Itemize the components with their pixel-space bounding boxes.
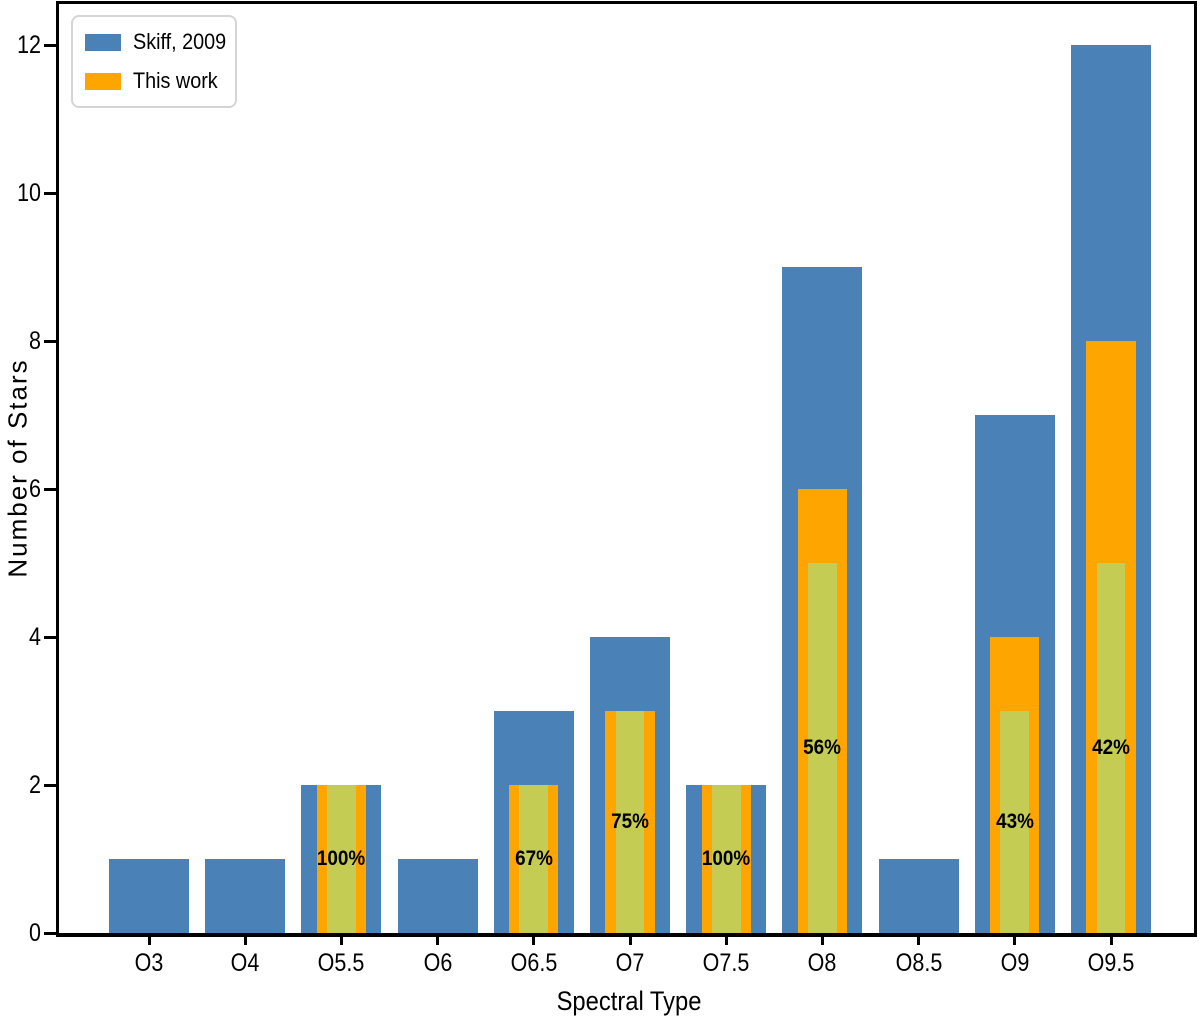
bar-inner-highlight-o5.5 [326,785,356,933]
y-tick [44,43,56,47]
x-tick-label: O7 [615,949,645,977]
right-spine [1194,1,1197,937]
x-tick-label: O8 [808,949,837,977]
x-tick-label: O5.5 [318,949,365,977]
bar-inner-highlight-o7 [615,711,645,933]
x-axis-title: Spectral Type [556,986,702,1016]
x-tick-label: O3 [134,949,164,977]
legend-label: This work [133,68,218,93]
percent-label-o7.5: 100% [702,847,751,870]
legend-swatch-skiff-2009 [85,33,121,51]
bar-skiff-2009-o8.5 [878,859,959,933]
percent-label-o9: 43% [995,810,1034,833]
x-tick [1013,934,1017,945]
y-tick-label: 8 [29,327,41,355]
percent-label-o8: 56% [803,736,842,759]
y-axis-title: Number of Stars [2,358,33,578]
y-tick [44,635,56,639]
x-tick-label: O4 [230,949,260,977]
y-tick [44,783,56,787]
x-tick [820,934,824,945]
legend-item-this-work: This work [85,68,221,94]
legend-item-skiff-2009: Skiff, 2009 [85,29,226,55]
y-tick-label: 4 [29,623,41,651]
legend-label: Skiff, 2009 [133,29,227,54]
y-tick-label: 6 [29,475,41,503]
x-axis-spine [56,933,1197,937]
x-tick [243,934,247,945]
bar-skiff-2009-o3 [109,859,189,933]
bar-inner-highlight-o9 [1000,711,1030,933]
top-spine [56,1,1197,4]
y-tick-label: 2 [29,771,41,799]
x-tick-label: O6 [423,949,452,977]
y-tick [44,191,56,195]
percent-label-o5.5: 100% [317,847,366,870]
y-axis-spine [56,1,59,937]
x-tick [147,934,151,945]
x-tick-label: O6.5 [510,949,558,977]
x-tick [1109,934,1113,945]
y-tick-label: 10 [17,179,41,207]
x-tick [532,934,536,945]
y-tick-label: 12 [17,31,41,59]
x-tick [628,934,632,945]
percent-label-o7: 75% [611,810,649,833]
legend-swatch-this-work [85,72,121,90]
x-tick-label: O7.5 [702,949,750,977]
legend: Skiff, 2009 This work [71,15,237,108]
x-tick [339,934,343,945]
y-tick [44,487,56,491]
x-tick [917,934,921,945]
plot-area: 0 2 4 6 8 10 12 O3 O4 O5.5 100% O6 O6.5 67% O7 75% O7.5 1… [17,1,1197,977]
x-tick [436,934,440,945]
bar-inner-highlight-o8 [807,563,837,933]
x-tick-label: O8.5 [895,949,942,977]
percent-label-o9.5: 42% [1092,736,1130,759]
y-tick [44,339,56,343]
x-tick-label: O9.5 [1087,949,1135,977]
y-tick [44,931,56,935]
x-tick [724,934,728,945]
y-tick-label: 0 [29,919,41,947]
bar-inner-highlight-o7.5 [711,785,741,933]
x-tick-label: O9 [1000,949,1030,977]
bar-skiff-2009-o4 [205,859,286,933]
bar-skiff-2009-o6 [397,859,478,933]
bar-inner-highlight-o6.5 [519,785,549,933]
percent-label-o6.5: 67% [514,847,553,870]
bar-inner-highlight-o9.5 [1096,563,1126,933]
